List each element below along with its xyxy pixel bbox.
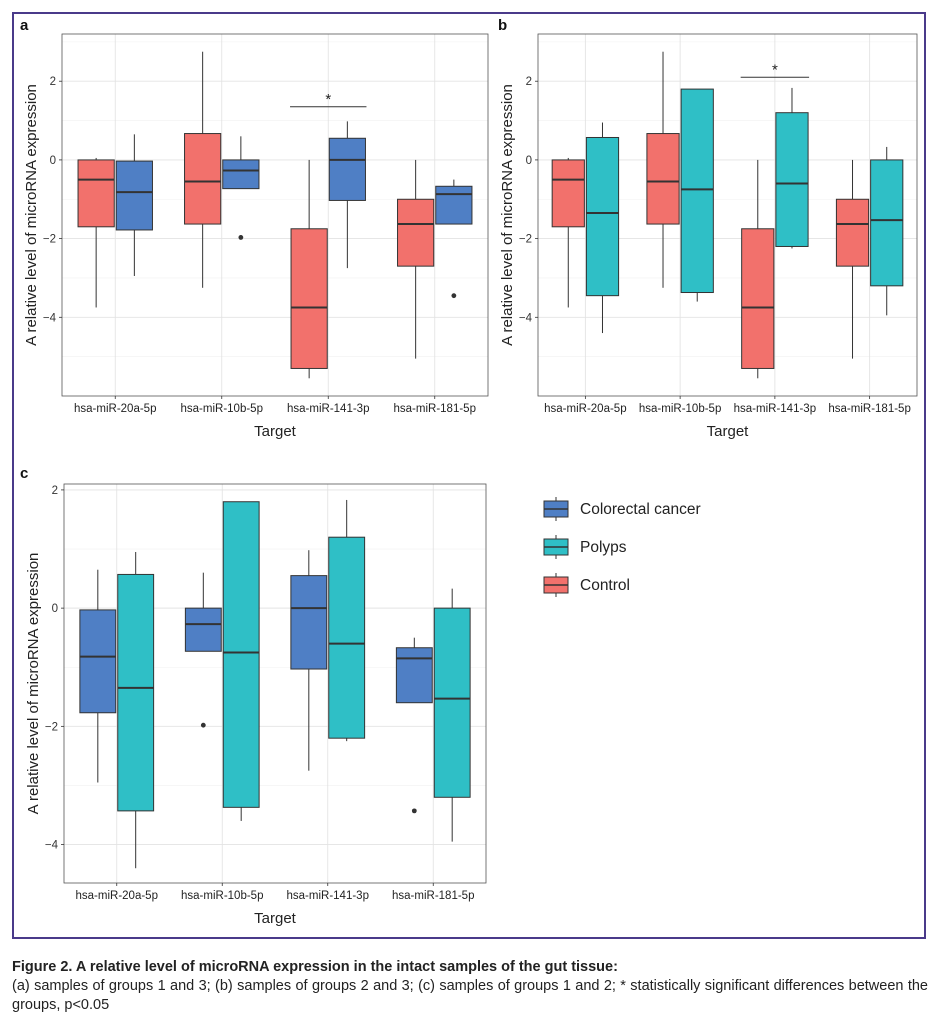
significance-star: * — [772, 61, 778, 78]
caption-body: (a) samples of groups 1 and 3; (b) sampl… — [12, 978, 928, 1013]
outlier-point — [200, 722, 206, 728]
x-tick-label: hsa-miR-141-3p — [287, 890, 369, 902]
plot-border — [61, 33, 489, 397]
box-polyps — [585, 136, 620, 297]
x-tick-label: hsa-miR-20a-5p — [544, 403, 626, 415]
box-control — [184, 133, 222, 225]
box-polyps — [222, 501, 260, 808]
outlier-point — [451, 293, 457, 299]
x-tick-label: hsa-miR-10b-5p — [181, 890, 263, 902]
chart-panel-a: a −4 −2 0 2 hsa-miR-20a-5p hsa-miR-10b-5p hsa-m… — [20, 17, 489, 440]
figure-canvas: a −4 −2 0 2 hsa-miR-20a-5p hsa-miR-10b-5p hsa-m… — [20, 17, 918, 927]
box-control — [835, 198, 870, 267]
box-control — [290, 228, 328, 369]
x-tick-label: hsa-miR-10b-5p — [181, 403, 263, 415]
chart-panel-c: c −4 −2 0 2 hsa-miR-20a-5p hsa-miR-10b-5p hsa-m… — [20, 465, 487, 927]
chart-panel-b: b −4 −2 0 2 hsa-miR-20a-5p hsa-miR-10b-5p hsa-m… — [498, 17, 918, 440]
significance-star: * — [325, 91, 331, 108]
legend-label: Colorectal cancer — [580, 501, 701, 518]
x-axis-title: Target — [707, 423, 750, 440]
y-tick-label: 0 — [50, 155, 56, 167]
x-tick-label: hsa-miR-181-5p — [394, 403, 476, 415]
caption-title: Figure 2. A relative level of microRNA e… — [12, 959, 618, 975]
box-control — [646, 133, 680, 225]
figure-caption: Figure 2. A relative level of microRNA e… — [12, 958, 928, 1015]
box-colorectal-cancer — [435, 185, 473, 225]
box-control — [77, 159, 115, 228]
box-colorectal-cancer — [184, 607, 222, 652]
y-tick-label: −2 — [43, 234, 56, 246]
x-axis-title: Target — [254, 910, 297, 927]
y-tick-label: −4 — [43, 312, 57, 324]
y-tick-label: 2 — [52, 485, 58, 497]
y-tick-label: −2 — [45, 721, 58, 733]
box-colorectal-cancer — [395, 647, 433, 704]
legend: Colorectal cancer Polyps Control — [543, 497, 701, 597]
box-polyps — [117, 573, 155, 812]
y-axis-title: A relative level of microRNA expression — [25, 553, 42, 815]
y-tick-label: −4 — [45, 840, 59, 852]
box-polyps — [870, 159, 904, 287]
y-tick-label: 0 — [526, 155, 532, 167]
plot-border — [63, 483, 487, 884]
panel-letter: a — [20, 17, 29, 34]
x-tick-label: hsa-miR-181-5p — [828, 403, 910, 415]
box-polyps — [328, 536, 366, 739]
y-tick-label: 0 — [52, 603, 58, 615]
outlier-point — [238, 235, 244, 240]
legend-label: Control — [580, 577, 630, 594]
box-control — [551, 159, 585, 228]
x-axis-title: Target — [254, 423, 297, 440]
box-colorectal-cancer — [222, 159, 260, 190]
x-tick-label: hsa-miR-20a-5p — [74, 403, 156, 415]
box-colorectal-cancer — [115, 160, 153, 231]
box-colorectal-cancer — [290, 575, 328, 670]
box-control — [397, 198, 435, 267]
box-colorectal-cancer — [328, 137, 366, 201]
x-tick-label: hsa-miR-20a-5p — [76, 890, 158, 902]
x-tick-label: hsa-miR-10b-5p — [639, 403, 721, 415]
outlier-point — [411, 808, 417, 814]
box-colorectal-cancer — [79, 609, 117, 714]
y-tick-label: 2 — [526, 76, 532, 88]
x-tick-label: hsa-miR-181-5p — [392, 890, 474, 902]
panel-letter: b — [498, 17, 507, 34]
legend-label: Polyps — [580, 539, 627, 556]
y-axis-title: A relative level of microRNA expression — [499, 84, 516, 346]
figure-frame — [12, 12, 926, 939]
box-polyps — [680, 88, 714, 294]
plot-border — [537, 33, 918, 397]
x-tick-label: hsa-miR-141-3p — [287, 403, 369, 415]
y-tick-label: 2 — [50, 76, 56, 88]
x-tick-label: hsa-miR-141-3p — [734, 403, 816, 415]
y-tick-label: −4 — [519, 312, 533, 324]
panel-letter: c — [20, 465, 28, 482]
box-polyps — [433, 607, 471, 798]
box-control — [741, 228, 775, 369]
y-axis-title: A relative level of microRNA expression — [23, 84, 40, 346]
box-polyps — [775, 112, 809, 247]
y-tick-label: −2 — [519, 234, 532, 246]
